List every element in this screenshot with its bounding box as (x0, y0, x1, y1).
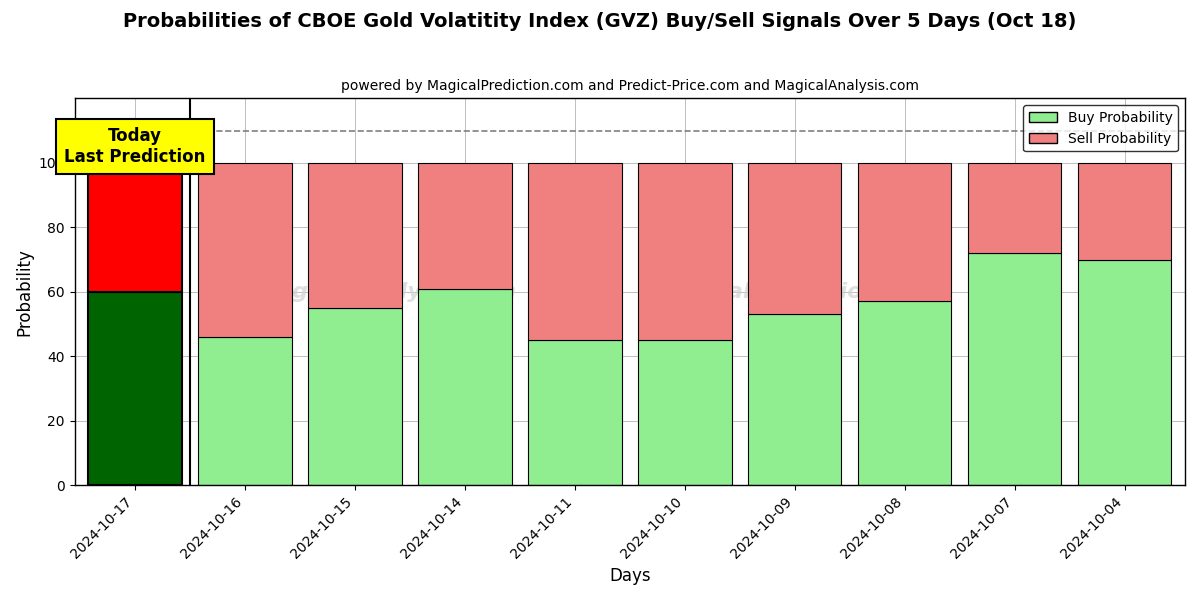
Title: powered by MagicalPrediction.com and Predict-Price.com and MagicalAnalysis.com: powered by MagicalPrediction.com and Pre… (341, 79, 919, 93)
Bar (198, 337, 292, 485)
Bar (858, 163, 952, 301)
Bar (528, 163, 622, 340)
Legend: Buy Probability, Sell Probability: Buy Probability, Sell Probability (1024, 105, 1178, 151)
Text: Probabilities of CBOE Gold Volatitity Index (GVZ) Buy/Sell Signals Over 5 Days (: Probabilities of CBOE Gold Volatitity In… (124, 12, 1076, 31)
Bar (638, 163, 732, 340)
Bar (1078, 163, 1171, 260)
Bar (308, 308, 402, 485)
Bar (748, 163, 841, 314)
Bar (308, 163, 402, 308)
Bar (419, 289, 511, 485)
Bar (89, 163, 182, 292)
Text: Today
Last Prediction: Today Last Prediction (65, 127, 206, 166)
Bar (748, 314, 841, 485)
Y-axis label: Probability: Probability (16, 248, 34, 335)
Bar (198, 163, 292, 337)
Text: MagicalPrediction.com: MagicalPrediction.com (654, 282, 938, 302)
X-axis label: Days: Days (610, 567, 650, 585)
Bar (89, 292, 182, 485)
Bar (858, 301, 952, 485)
Bar (638, 340, 732, 485)
Bar (419, 163, 511, 289)
Bar (1078, 260, 1171, 485)
Bar (968, 253, 1061, 485)
Text: MagicalAnalysis.com: MagicalAnalysis.com (256, 282, 516, 302)
Bar (968, 163, 1061, 253)
Bar (528, 340, 622, 485)
